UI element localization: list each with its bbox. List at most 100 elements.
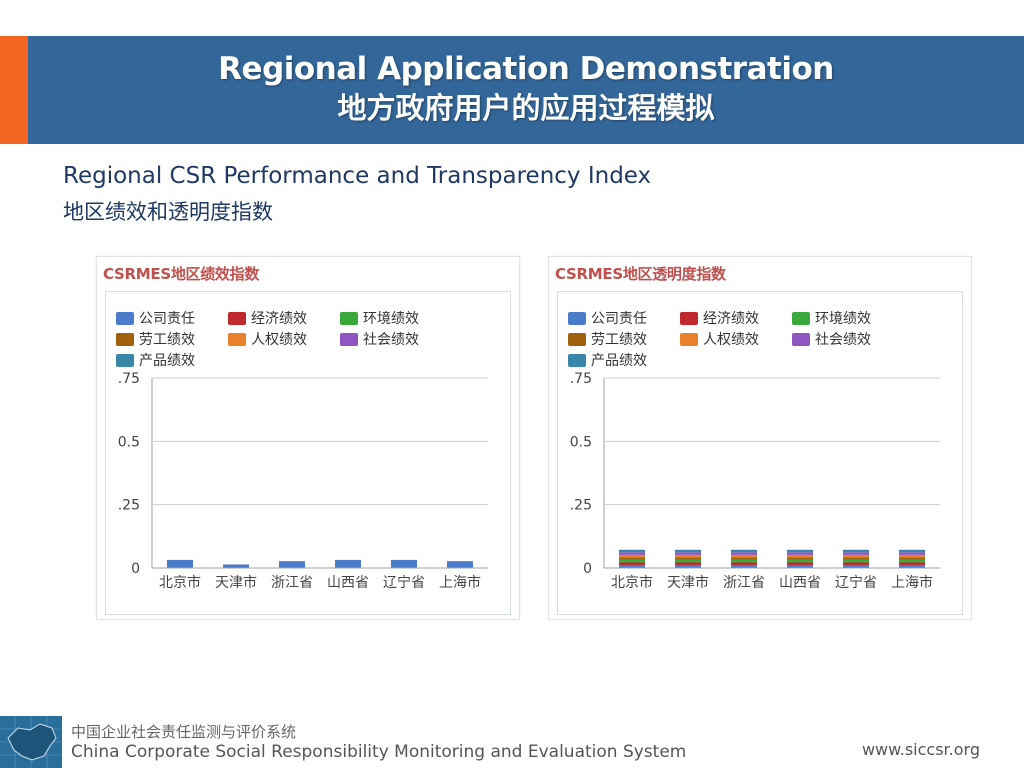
legend-swatch bbox=[228, 311, 246, 325]
bar bbox=[899, 554, 925, 558]
bar bbox=[731, 554, 757, 558]
bar bbox=[619, 559, 645, 563]
legend-item[interactable]: 产品绩效 bbox=[568, 350, 647, 370]
y-tick-label: 0 bbox=[131, 561, 140, 577]
section-title-zh: 地区绩效和透明度指数 bbox=[63, 200, 273, 224]
legend-item[interactable]: 社会绩效 bbox=[792, 329, 871, 349]
x-tick-label: 浙江省 bbox=[271, 575, 313, 591]
bar bbox=[675, 564, 701, 568]
legend-swatch bbox=[680, 311, 698, 325]
legend-label: 经济绩效 bbox=[703, 311, 759, 327]
y-tick-label: 0.5 bbox=[570, 434, 592, 450]
legend-label: 产品绩效 bbox=[591, 353, 647, 369]
legend-swatch bbox=[116, 332, 134, 346]
x-tick-label: 北京市 bbox=[159, 574, 201, 591]
legend-label: 人权绩效 bbox=[251, 332, 307, 348]
legend-label: 劳工绩效 bbox=[591, 332, 647, 348]
bar bbox=[731, 552, 757, 555]
footer-website-link[interactable]: www.siccsr.org bbox=[861, 740, 980, 759]
footer-org-name-en: China Corporate Social Responsibility Mo… bbox=[71, 742, 687, 762]
bar bbox=[675, 552, 701, 555]
bar bbox=[843, 564, 869, 568]
bar bbox=[843, 554, 869, 558]
performance-chart-panel: CSRMES地区绩效指数 公司责任 经济绩效 环境绩效劳工绩效 人权绩效 社会绩效产品绩… bbox=[96, 256, 520, 620]
bar bbox=[731, 564, 757, 568]
legend-label: 人权绩效 bbox=[703, 332, 759, 348]
x-tick-label: 北京市 bbox=[611, 574, 653, 591]
legend-label: 环境绩效 bbox=[363, 311, 419, 327]
legend-swatch bbox=[116, 311, 134, 325]
bar bbox=[899, 564, 925, 568]
x-tick-label: 上海市 bbox=[439, 574, 481, 591]
chart-title: CSRMES地区透明度指数 bbox=[555, 265, 726, 283]
bar bbox=[899, 552, 925, 555]
legend-swatch bbox=[680, 332, 698, 346]
bar bbox=[787, 552, 813, 555]
legend-swatch bbox=[568, 332, 586, 346]
bar bbox=[843, 557, 869, 560]
x-tick-label: 辽宁省 bbox=[383, 574, 425, 591]
page-title: Regional Application Demonstration bbox=[218, 51, 834, 87]
bar bbox=[619, 564, 645, 568]
legend-label: 社会绩效 bbox=[363, 332, 419, 348]
x-tick-label: 上海市 bbox=[891, 574, 933, 591]
y-tick-label: .25 bbox=[118, 498, 140, 514]
chart-title: CSRMES地区绩效指数 bbox=[103, 265, 260, 283]
header-accent-bar bbox=[0, 36, 28, 144]
legend-item[interactable]: 环境绩效 bbox=[340, 308, 419, 328]
legend-item[interactable]: 人权绩效 bbox=[228, 329, 307, 349]
y-tick-label: 0.5 bbox=[118, 434, 140, 450]
y-tick-label: .75 bbox=[118, 371, 140, 387]
legend-item[interactable]: 人权绩效 bbox=[680, 329, 759, 349]
bar-chart-svg: .75 0.5 .25 0 北京市 天津市 浙江省 山西省 辽宁省 上海市 bbox=[570, 371, 940, 591]
bar bbox=[279, 561, 305, 568]
legend-item[interactable]: 产品绩效 bbox=[116, 350, 195, 370]
bar bbox=[843, 559, 869, 563]
legend-item[interactable]: 社会绩效 bbox=[340, 329, 419, 349]
legend-label: 环境绩效 bbox=[815, 311, 871, 327]
chart-plot-area: 公司责任 经济绩效 环境绩效劳工绩效 人权绩效 社会绩效产品绩效 .75 0.5 .25 0 北… bbox=[105, 291, 511, 615]
header-band bbox=[0, 36, 1024, 144]
bar bbox=[899, 557, 925, 560]
bar bbox=[167, 559, 193, 568]
section-title-en: Regional CSR Performance and Transparenc… bbox=[63, 163, 652, 189]
legend-item[interactable]: 经济绩效 bbox=[228, 308, 307, 328]
bar bbox=[675, 559, 701, 563]
legend-label: 公司责任 bbox=[139, 311, 195, 327]
bar bbox=[731, 549, 757, 553]
bar bbox=[619, 549, 645, 553]
bar bbox=[619, 557, 645, 560]
legend-item[interactable]: 经济绩效 bbox=[680, 308, 759, 328]
legend-label: 经济绩效 bbox=[251, 311, 307, 327]
bar bbox=[899, 562, 925, 565]
bar bbox=[843, 552, 869, 555]
x-tick-label: 山西省 bbox=[779, 575, 821, 591]
legend-swatch bbox=[116, 353, 134, 367]
bar bbox=[843, 562, 869, 565]
bar bbox=[731, 557, 757, 560]
bar bbox=[619, 554, 645, 558]
bar bbox=[787, 557, 813, 560]
bar bbox=[731, 562, 757, 565]
bar bbox=[675, 557, 701, 560]
legend-item[interactable]: 环境绩效 bbox=[792, 308, 871, 328]
bar bbox=[787, 549, 813, 553]
x-tick-label: 天津市 bbox=[667, 574, 709, 591]
bar bbox=[675, 549, 701, 553]
bar bbox=[843, 549, 869, 553]
bar bbox=[731, 559, 757, 563]
legend-label: 产品绩效 bbox=[139, 353, 195, 369]
bar bbox=[391, 559, 417, 568]
chart-plot-area: 公司责任 经济绩效 环境绩效 劳工绩效 人权绩效 社会绩效 产品绩效 .75 0.5 .25 0 北… bbox=[557, 291, 963, 615]
bar bbox=[675, 562, 701, 565]
x-tick-label: 辽宁省 bbox=[835, 574, 877, 591]
legend-item[interactable]: 公司责任 bbox=[116, 308, 195, 328]
legend-item[interactable]: 公司责任 bbox=[568, 308, 647, 328]
legend-swatch bbox=[792, 332, 810, 346]
y-tick-label: .75 bbox=[570, 371, 592, 387]
legend-swatch bbox=[568, 353, 586, 367]
x-tick-label: 天津市 bbox=[215, 574, 257, 591]
legend-item[interactable]: 劳工绩效 bbox=[568, 329, 647, 349]
legend-item[interactable]: 劳工绩效 bbox=[116, 329, 195, 349]
bar bbox=[447, 561, 473, 568]
